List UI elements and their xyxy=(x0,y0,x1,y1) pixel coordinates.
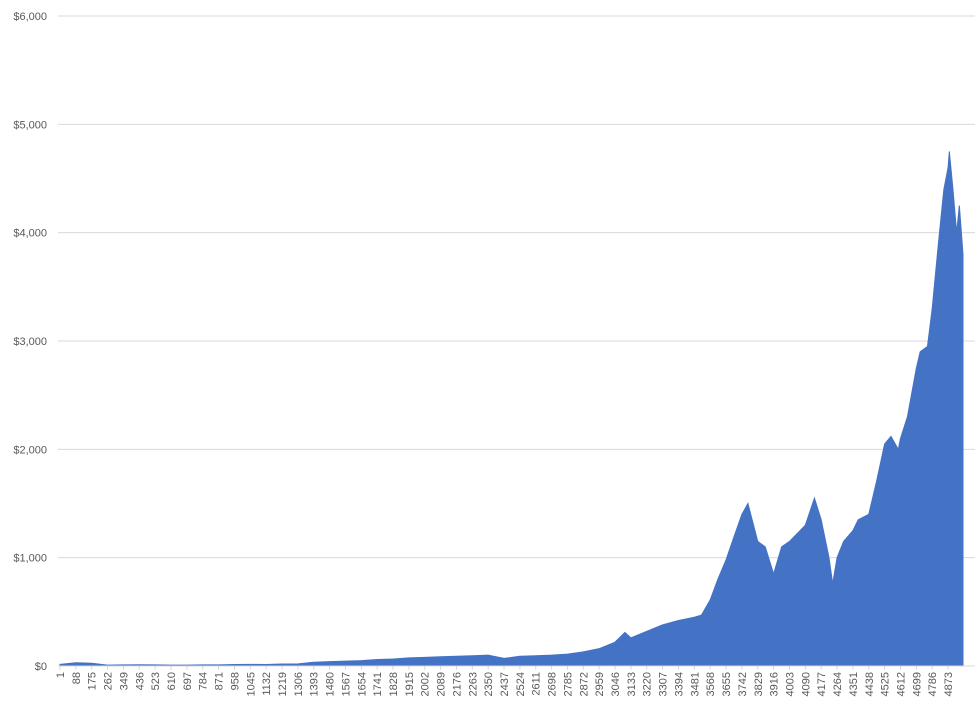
x-tick-label: 523 xyxy=(150,672,162,690)
x-tick-label: 958 xyxy=(229,672,241,690)
x-tick-label: 2611 xyxy=(531,672,543,696)
x-tick-label: 2089 xyxy=(436,672,448,696)
x-tick-label: 1219 xyxy=(277,672,289,696)
x-tick-label: 2350 xyxy=(483,672,495,696)
x-tick-label: 1828 xyxy=(388,672,400,696)
x-tick-label: 697 xyxy=(182,672,194,690)
x-tick-label: 1915 xyxy=(404,672,416,696)
x-tick-label: 2176 xyxy=(451,672,463,696)
x-tick-label: 436 xyxy=(134,672,146,690)
x-tick-label: 262 xyxy=(103,672,115,690)
x-tick-label: 3568 xyxy=(705,672,717,696)
y-tick-label: $4,000 xyxy=(13,228,47,240)
y-tick-label: $2,000 xyxy=(13,444,47,456)
x-tick-label: 4873 xyxy=(943,672,955,696)
x-tick-label: 2872 xyxy=(578,672,590,696)
area xyxy=(59,151,964,667)
x-tick-label: 1132 xyxy=(261,672,273,696)
x-tick-label: 2263 xyxy=(467,672,479,696)
y-tick-label: $6,000 xyxy=(13,11,47,23)
y-tick-label: $3,000 xyxy=(13,336,47,348)
x-tick-label: 1654 xyxy=(356,672,368,696)
x-tick-label: 4264 xyxy=(832,672,844,696)
x-tick-label: 2785 xyxy=(562,672,574,696)
x-tick-label: 3133 xyxy=(626,672,638,696)
x-tick-label: 2959 xyxy=(594,672,606,696)
x-tick-label: 4177 xyxy=(816,672,828,696)
y-tick-label: $5,000 xyxy=(13,119,47,131)
x-tick-label: 3394 xyxy=(673,672,685,696)
x-tick-label: 4699 xyxy=(911,672,923,696)
x-tick-label: 784 xyxy=(198,672,210,690)
x-tick-label: 2437 xyxy=(499,672,511,696)
x-tick-label: 3046 xyxy=(610,672,622,696)
x-tick-label: 3220 xyxy=(642,672,654,696)
x-tick-label: 1567 xyxy=(340,672,352,696)
x-tick-label: 3481 xyxy=(689,672,701,696)
x-tick-label: 3655 xyxy=(721,672,733,696)
y-tick-label: $0 xyxy=(35,661,47,673)
x-tick-label: 4351 xyxy=(848,672,860,696)
x-tick-label: 88 xyxy=(71,672,83,684)
x-tick-label: 1393 xyxy=(309,672,321,696)
x-tick-label: 610 xyxy=(166,672,178,690)
x-tick-label: 4090 xyxy=(800,672,812,696)
x-tick-label: 1480 xyxy=(325,672,337,696)
x-tick-label: 4525 xyxy=(880,672,892,696)
x-tick-label: 4612 xyxy=(895,672,907,696)
x-tick-label: 1 xyxy=(55,672,67,678)
x-tick-label: 1045 xyxy=(245,672,257,696)
x-tick-label: 4438 xyxy=(864,672,876,696)
x-tick-label: 871 xyxy=(214,672,226,690)
x-tick-label: 349 xyxy=(118,672,130,690)
x-tick-label: 2698 xyxy=(547,672,559,696)
x-tick-label: 3742 xyxy=(737,672,749,696)
y-tick-label: $1,000 xyxy=(13,553,47,565)
x-tick-label: 3307 xyxy=(658,672,670,696)
x-tick-label: 4786 xyxy=(927,672,939,696)
x-tick-label: 1306 xyxy=(293,672,305,696)
x-tick-label: 3916 xyxy=(769,672,781,696)
x-tick-label: 2524 xyxy=(515,672,527,696)
x-tick-label: 4003 xyxy=(784,672,796,696)
x-tick-label: 2002 xyxy=(420,672,432,696)
x-tick-label: 3829 xyxy=(753,672,765,696)
x-tick-label: 175 xyxy=(87,672,99,690)
x-tick-label: 1741 xyxy=(372,672,384,696)
